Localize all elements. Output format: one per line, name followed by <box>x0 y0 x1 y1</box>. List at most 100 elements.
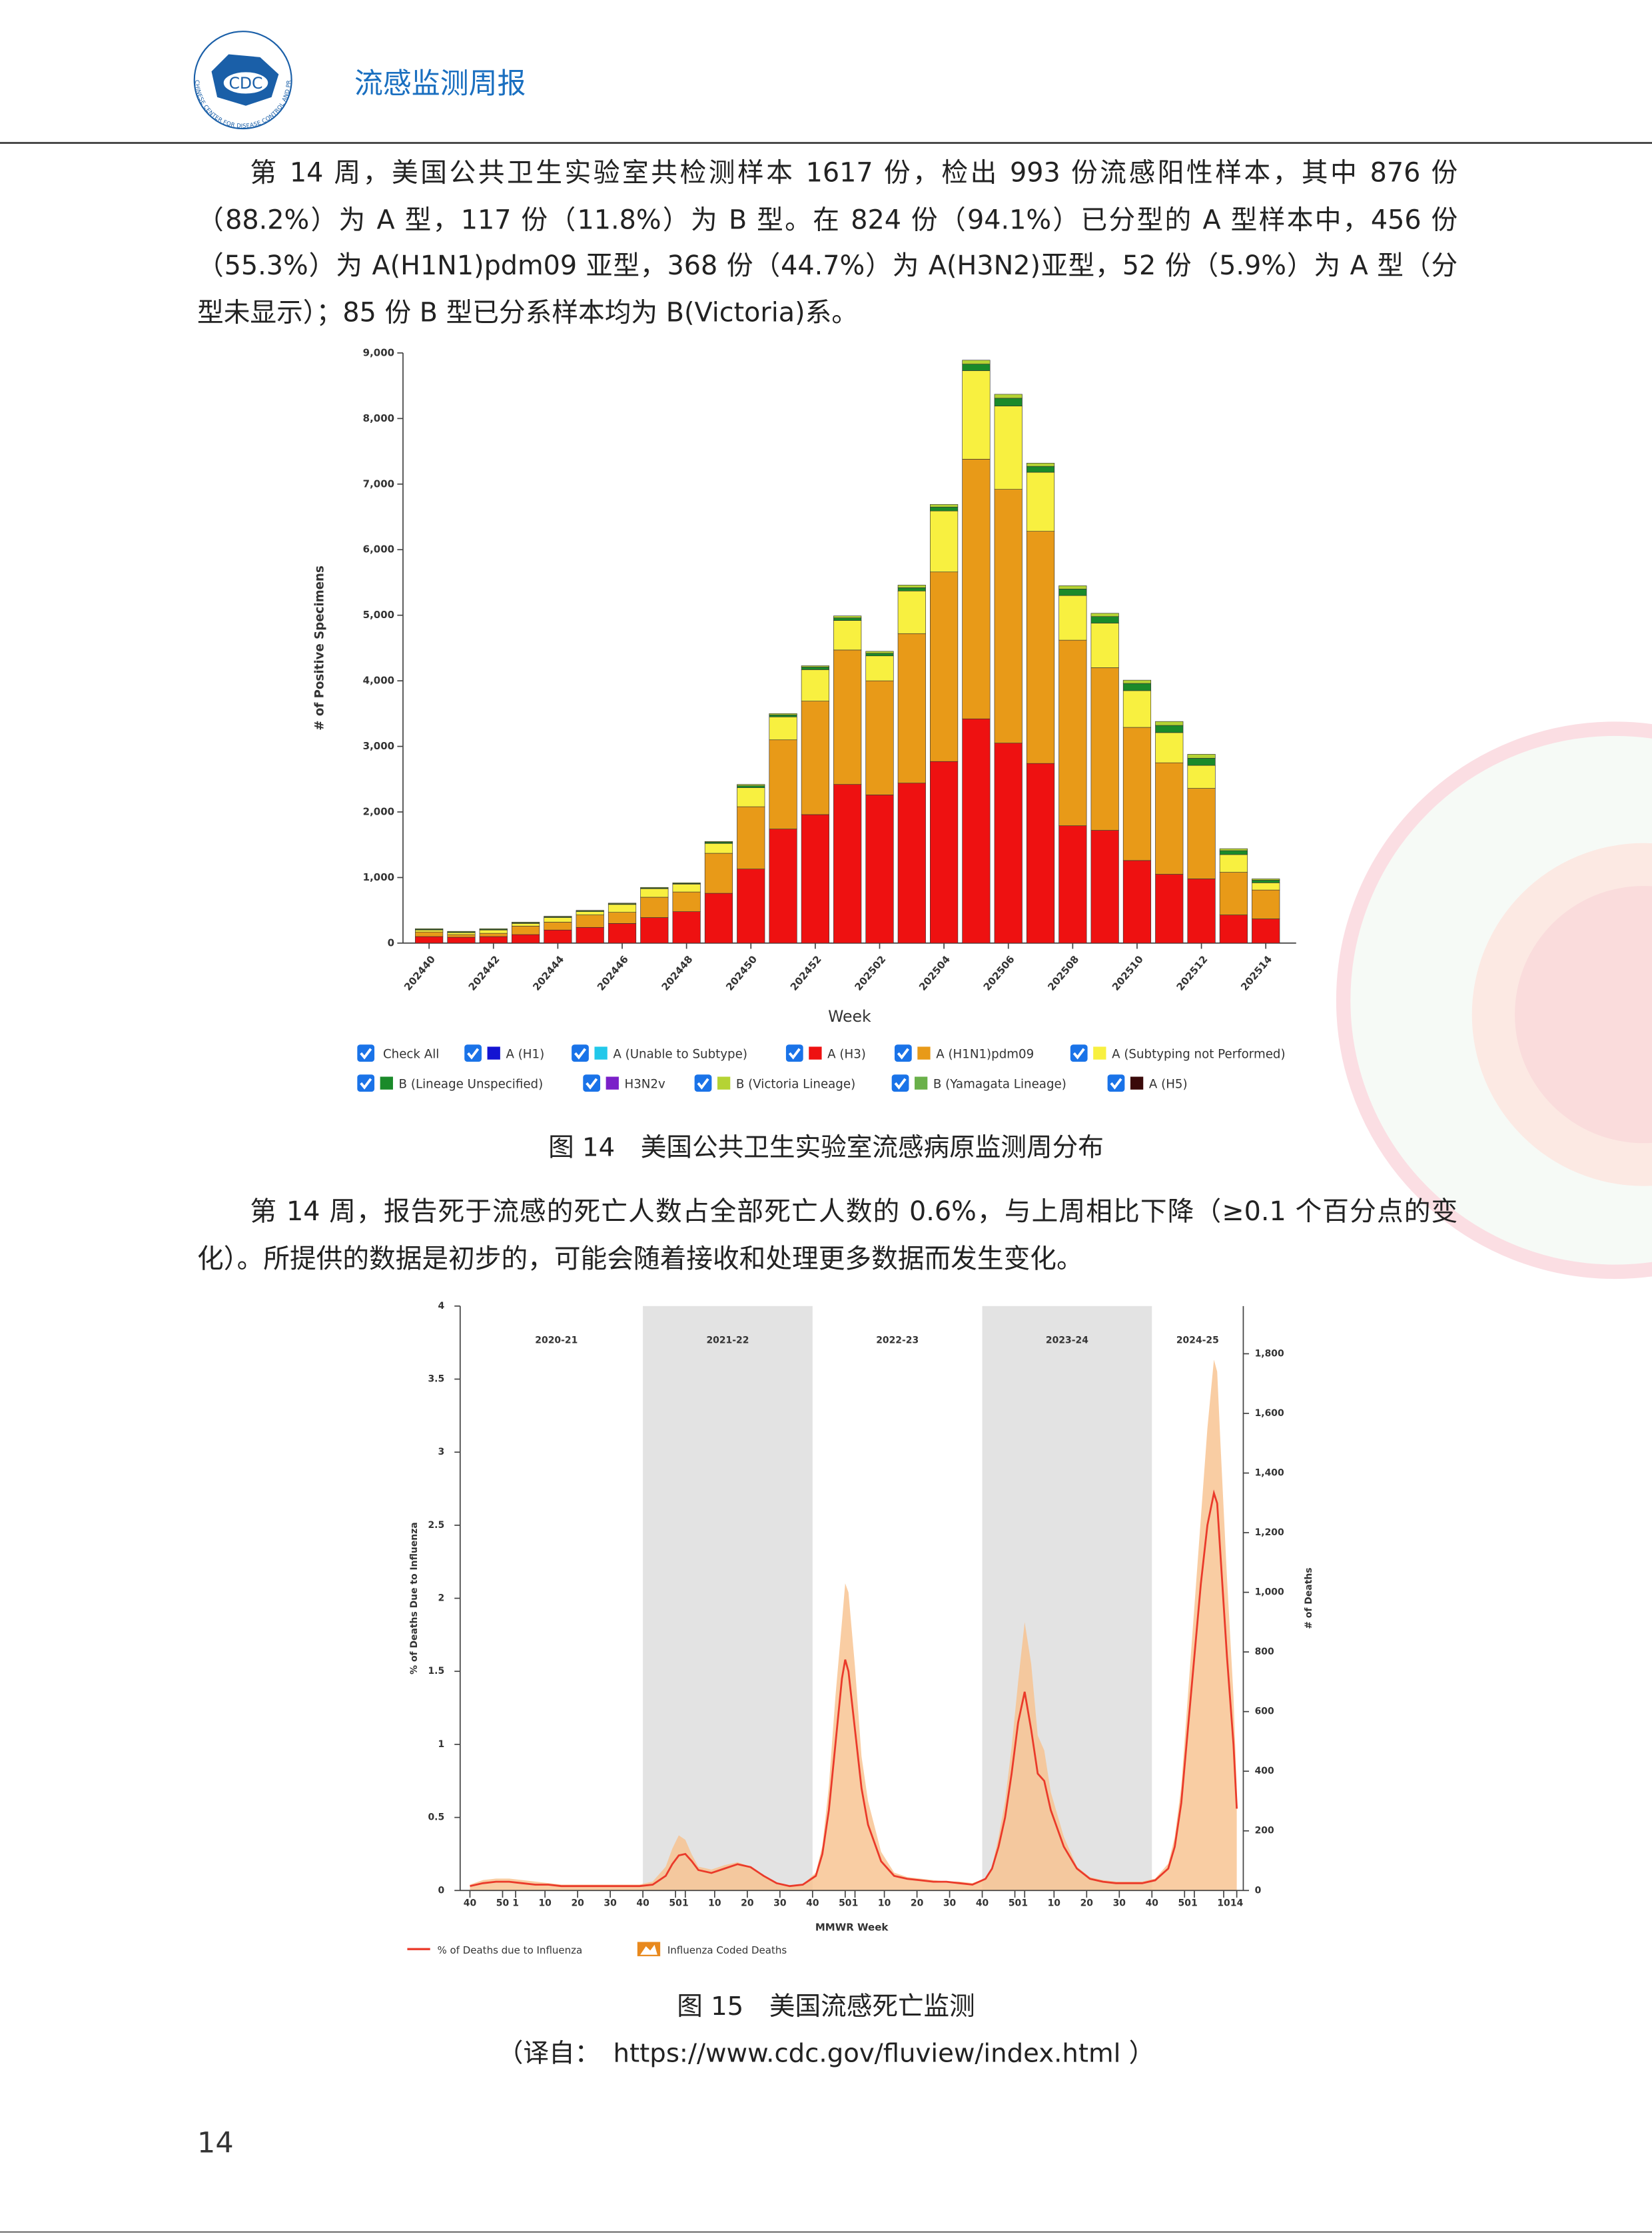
virus-shell <box>1336 721 1652 1279</box>
season-label: 2020-21 <box>535 1335 578 1345</box>
y-tick-label: 0 <box>388 936 394 948</box>
bar-segment <box>415 936 444 944</box>
bar-segment <box>415 929 444 933</box>
bar-segment <box>897 590 926 634</box>
y-tick-label: 6,000 <box>363 544 394 556</box>
bar-segment <box>801 669 829 701</box>
bar-segment <box>1219 872 1248 915</box>
x-tick-label: 202448 <box>659 953 695 993</box>
legend-checkbox <box>785 1044 803 1062</box>
y2-tick-label: 1,000 <box>1255 1587 1284 1598</box>
percent-line <box>470 1489 1238 1888</box>
x-tick-label: 20 <box>741 1898 754 1909</box>
bar-segment <box>479 936 508 944</box>
y2-tick-label: 1,200 <box>1255 1527 1284 1538</box>
bar-segment <box>704 853 733 894</box>
bar-segment <box>833 649 862 785</box>
bar-segment <box>704 893 733 944</box>
bar-segment <box>447 932 476 935</box>
bar-segment <box>576 927 604 944</box>
y-tick-label: 1.5 <box>428 1666 444 1677</box>
bar-segment <box>1219 915 1248 944</box>
bar-segment <box>801 667 829 670</box>
x-tick-label: 202510 <box>1110 953 1146 993</box>
bar-segment <box>994 394 1023 399</box>
bar-segment <box>994 489 1023 743</box>
x-tick-label: 202446 <box>595 953 631 993</box>
header-title: 流感监测周报 <box>354 67 526 101</box>
bar-segment <box>447 931 476 933</box>
legend-checkbox <box>464 1044 482 1062</box>
paragraph: 第 14 周，报告死于流感的死亡人数占全部死亡人数的 0.6%，与上周相比下降（… <box>197 1197 1458 1274</box>
bar-segment <box>479 933 508 937</box>
bar-segment <box>769 716 797 741</box>
x-tick-label: 30 <box>1113 1898 1126 1909</box>
season-label: 2024-25 <box>1176 1335 1219 1345</box>
legend-swatch <box>1093 1046 1106 1060</box>
x-axis-label: MMWR Week <box>815 1922 889 1934</box>
bar-segment <box>1090 830 1119 944</box>
bar-segment <box>1187 757 1216 766</box>
legend-label: B (Yamagata Lineage) <box>933 1077 1066 1091</box>
x-tick-label: 10 <box>1048 1898 1061 1909</box>
x-tick-label: 40 <box>1146 1898 1159 1909</box>
legend-check <box>1110 1078 1122 1090</box>
bar-segment <box>640 887 669 889</box>
bar-segment <box>1122 679 1152 684</box>
bar-segment <box>769 713 797 715</box>
x-tick-label: 202444 <box>530 953 566 993</box>
bar-segment <box>897 587 926 591</box>
x-tick-label: 30 <box>773 1898 787 1909</box>
y-axis-label: % of Deaths Due to Influenza <box>409 1522 420 1675</box>
bar-segment <box>737 806 765 869</box>
season-label: 2022-23 <box>876 1335 919 1345</box>
legend-label: % of Deaths due to Influenza <box>437 1944 582 1956</box>
x-tick-label: 1 <box>1191 1898 1198 1909</box>
bar-segment <box>1155 721 1184 726</box>
bar-segment <box>769 829 797 944</box>
legend-label: B (Victoria Lineage) <box>736 1077 855 1091</box>
x-tick-label: 20 <box>911 1898 924 1909</box>
bar-segment <box>897 783 926 944</box>
bar-segment <box>1026 763 1055 944</box>
legend-label: A (H1N1)pdm09 <box>936 1047 1034 1061</box>
x-tick-label: 50 <box>839 1898 852 1909</box>
bar-segment <box>737 785 765 788</box>
y-tick-label: 2 <box>438 1593 444 1604</box>
bar-segment <box>1026 531 1055 764</box>
bar-segment <box>1155 732 1184 763</box>
page-number: 14 <box>197 2127 234 2160</box>
legend-swatch <box>809 1046 822 1060</box>
legend-label: A (H3) <box>827 1047 866 1061</box>
y2-tick-label: 400 <box>1255 1766 1274 1776</box>
x-tick-label: 30 <box>604 1898 617 1909</box>
legend-checkbox <box>572 1044 589 1062</box>
virus-decoration <box>1336 721 1652 1279</box>
y2-tick-label: 600 <box>1255 1706 1274 1717</box>
bar-segment <box>930 510 959 573</box>
legend-check <box>574 1048 587 1060</box>
bar-segment <box>930 504 959 508</box>
x-tick-label: 202508 <box>1045 953 1081 993</box>
legend-check <box>360 1048 372 1060</box>
legend-check <box>697 1078 709 1090</box>
x-tick-label: 1 <box>682 1898 689 1909</box>
bar-segment <box>1058 588 1087 596</box>
legend-label: A (H1) <box>506 1047 544 1061</box>
bar-segment <box>930 506 959 512</box>
y2-tick-label: 200 <box>1255 1826 1274 1836</box>
legend-checkbox <box>894 1044 912 1062</box>
x-tick-label: 10 <box>1217 1898 1230 1909</box>
bar-segment <box>640 897 669 918</box>
x-tick-label: 202504 <box>917 953 953 993</box>
bar-segment <box>962 360 991 364</box>
x-tick-label: 10 <box>878 1898 891 1909</box>
bar-segment <box>962 364 991 371</box>
legend-label: H3N2v <box>625 1077 666 1091</box>
x-tick-label: 50 <box>496 1898 510 1909</box>
bar-segment <box>608 903 637 905</box>
bar-segment <box>1187 879 1216 944</box>
bar-segment <box>1252 919 1280 944</box>
bar-segment <box>640 888 669 898</box>
